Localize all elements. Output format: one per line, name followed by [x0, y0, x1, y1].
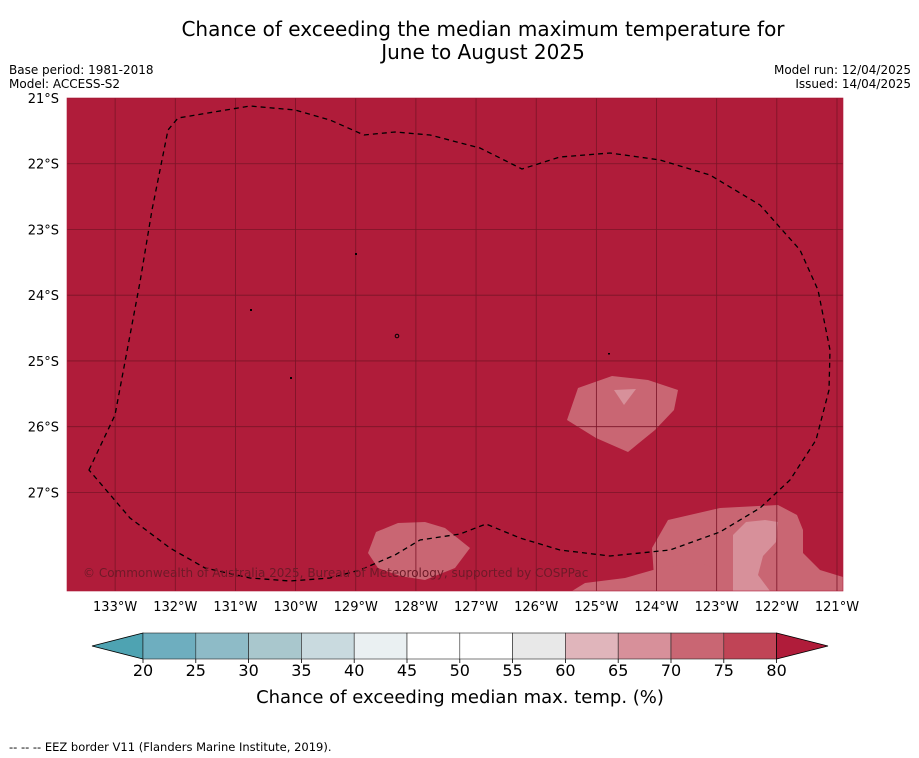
colorbar-tick-label: 30	[238, 661, 258, 680]
latitude-label: 24°S	[28, 289, 59, 304]
colorbar-tick-label: 60	[555, 661, 575, 680]
island-marker	[250, 309, 252, 311]
colorbar-tick-label: 25	[186, 661, 206, 680]
patch-70-75-bottom-left	[368, 522, 470, 580]
colorbar-tick-label: 80	[766, 661, 786, 680]
map-frame	[66, 97, 844, 592]
patch-70-75-lower-strip	[572, 563, 720, 591]
colorbar-bin	[301, 632, 355, 660]
colorbar-bin	[406, 632, 461, 660]
latitude-tick-labels: 21°S 22°S 23°S 24°S 25°S 26°S 27°S	[28, 92, 59, 501]
colorbar-extend-high	[776, 632, 829, 660]
colorbar-bin	[512, 632, 566, 660]
longitude-label: 121°W	[815, 600, 859, 615]
latitude-label: 27°S	[28, 486, 59, 501]
map-panel: © Commonwealth of Australia 2025, Bureau…	[66, 97, 844, 592]
chart-title: Chance of exceeding the median maximum t…	[0, 18, 919, 64]
base-period-info: Base period: 1981-2018 Model: ACCESS-S2	[9, 63, 154, 91]
ocean-background	[67, 98, 843, 591]
colorbar-bin	[723, 632, 777, 660]
colorbar-bin	[565, 632, 619, 660]
colorbar-label: Chance of exceeding median max. temp. (%…	[256, 687, 664, 708]
title-line-1: Chance of exceeding the median maximum t…	[181, 17, 785, 41]
island-marker	[394, 333, 400, 339]
colorbar-bin	[670, 632, 725, 660]
issued-text: Issued: 14/04/2025	[795, 77, 911, 91]
longitude-label: 128°W	[394, 600, 438, 615]
colorbar-bin	[353, 632, 408, 660]
colorbar-tick-label: 20	[133, 661, 153, 680]
colorbar-tick-label: 50	[450, 661, 470, 680]
longitude-label: 133°W	[93, 600, 137, 615]
model-run-info: Model run: 12/04/2025 Issued: 14/04/2025	[774, 63, 911, 91]
latitude-label: 25°S	[28, 355, 59, 370]
patch-70-75-center	[567, 376, 678, 452]
copyright-text: © Commonwealth of Australia 2025, Bureau…	[83, 566, 588, 580]
colorbar-tick-label: 75	[714, 661, 734, 680]
colorbar-tick-label: 70	[661, 661, 681, 680]
latitude-label: 22°S	[28, 158, 59, 173]
colorbar-bin	[195, 632, 249, 660]
colorbar-bin	[459, 632, 513, 660]
island-markers	[250, 253, 610, 379]
latitude-label: 23°S	[28, 223, 59, 238]
colorbar-bin	[617, 632, 672, 660]
latitude-label: 26°S	[28, 421, 59, 436]
patch-65-70-bottom-right	[733, 520, 778, 591]
longitude-label: 123°W	[695, 600, 739, 615]
colorbar-bin	[248, 632, 302, 660]
colorbar-tick-label: 65	[608, 661, 628, 680]
island-marker	[290, 377, 292, 379]
colorbar-tick-label: 55	[502, 661, 522, 680]
colorbar-tick-label: 45	[397, 661, 417, 680]
longitude-label: 131°W	[213, 600, 257, 615]
colorbar-extend-low	[91, 632, 144, 660]
island-marker	[355, 253, 357, 255]
longitude-label: 125°W	[574, 600, 618, 615]
island-marker	[608, 353, 610, 355]
eez-footnote: -- -- -- EEZ border V11 (Flanders Marine…	[9, 740, 332, 754]
patch-65-70-center	[614, 389, 636, 405]
title-line-2: June to August 2025	[381, 40, 585, 64]
colorbar-tick-label: 40	[344, 661, 364, 680]
longitude-label: 129°W	[334, 600, 378, 615]
longitude-tick-labels: 133°W 132°W 131°W 130°W 129°W 128°W 127°W 126°W…	[93, 600, 859, 615]
longitude-label: 124°W	[634, 600, 678, 615]
longitude-label: 122°W	[755, 600, 799, 615]
colorbar-bin	[142, 632, 197, 660]
model-run-text: Model run: 12/04/2025	[773, 63, 911, 77]
base-period-text: Base period: 1981-2018	[9, 63, 154, 77]
latitude-label: 21°S	[28, 92, 59, 107]
colorbar: 20 25 30 35 40 45 50 55 60 65 70 75 80	[91, 632, 829, 680]
model-text: Model: ACCESS-S2	[9, 77, 121, 91]
colorbar-tick-label: 35	[291, 661, 311, 680]
graticule	[67, 98, 843, 591]
longitude-label: 126°W	[514, 600, 558, 615]
longitude-label: 127°W	[454, 600, 498, 615]
longitude-label: 130°W	[274, 600, 318, 615]
longitude-label: 132°W	[153, 600, 197, 615]
